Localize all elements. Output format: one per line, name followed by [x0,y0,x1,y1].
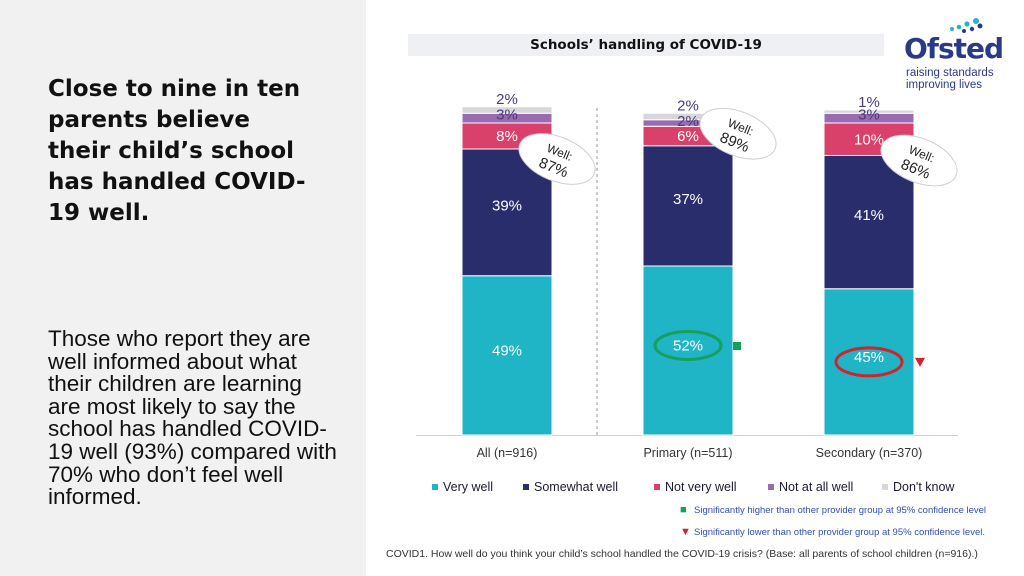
x-tick-label: Secondary (n=370) [816,446,923,460]
significance-highlight-lower [834,346,904,378]
legend-swatch [882,483,888,490]
legend-label: Not very well [665,480,737,494]
legend-item-not-very-well: Not very well [654,480,737,494]
stars-icon [950,18,983,33]
significance-highlight-higher [653,330,723,361]
legend-swatch [432,483,438,490]
data-label-dont-know: 2% [677,97,699,114]
legend-label: Don't know [893,480,955,494]
sig-lower-symbol: ▼ [680,526,691,538]
legend-swatch [654,483,660,490]
significance-lower-marker [915,357,925,367]
data-label-very-well: 45% [854,349,884,366]
data-label-not-very-well: 10% [854,131,884,148]
bar-dont-know [823,109,915,114]
legend-label: Somewhat well [534,480,619,494]
sig-lower-text: Significantly lower than other provider … [694,527,985,538]
data-label-not-very-well: 6% [677,128,699,145]
footnote: COVID1. How well do you think your child… [386,548,978,560]
logo-tagline-1: raising standards [906,67,994,79]
sig-lower-key: ▼ Significantly lower than other provider… [680,526,985,538]
data-label-not-very-well: 8% [496,128,518,145]
sig-higher-key: ■ Significantly higher than other provide… [680,504,986,516]
legend-label: Not at all well [779,480,854,494]
headline: Close to nine in ten parents believe the… [48,76,306,226]
data-label-somewhat-well: 41% [854,207,884,224]
significance-higher-marker [733,342,741,350]
legend-label: Very well [443,480,494,494]
legend-item-dont-know: Don't know [882,480,954,494]
data-label-very-well: 52% [673,338,703,355]
bar-very-well [461,275,553,436]
x-tick-label: All (n=916) [477,446,538,460]
ofsted-logo: Ofsted raising standards improving lives [896,14,1006,94]
data-label-somewhat-well: 39% [492,197,522,214]
data-label-very-well: 49% [492,342,522,359]
legend-item-not-at-all-well: Not at all well [768,480,853,494]
legend-swatch [523,483,529,490]
logo-tagline-2: improving lives [906,79,983,91]
left-panel: Close to nine in ten parents believe the… [0,0,366,576]
sig-higher-symbol: ■ [680,504,687,516]
data-label-not-at-all-well: 2% [677,113,699,130]
data-label-dont-know: 2% [496,91,518,108]
sig-higher-text: Significantly higher than other provider… [694,505,987,516]
data-label-not-at-all-well: 3% [858,106,880,123]
legend-swatch [768,483,774,490]
x-tick-label: Primary (n=511) [643,446,732,460]
data-label-somewhat-well: 37% [673,191,703,208]
bar-somewhat-well [642,145,734,267]
bar-dont-know [461,106,553,114]
data-label-dont-know: 1% [858,94,880,111]
bar-somewhat-well [823,155,915,290]
legend-item-somewhat-well: Somewhat well [523,480,618,494]
chart-title: Schools’ handling of COVID-19 [408,34,884,56]
bar-very-well [823,288,915,436]
well-total-bubble [880,134,958,187]
logo-wordmark: Ofsted [904,32,1004,65]
data-label-not-at-all-well: 3% [496,106,518,123]
well-total-bubble [699,107,777,160]
legend-item-very-well: Very well [432,480,493,494]
well-total-bubble [518,133,596,185]
body-text: Those who report they are well informed … [48,326,337,510]
